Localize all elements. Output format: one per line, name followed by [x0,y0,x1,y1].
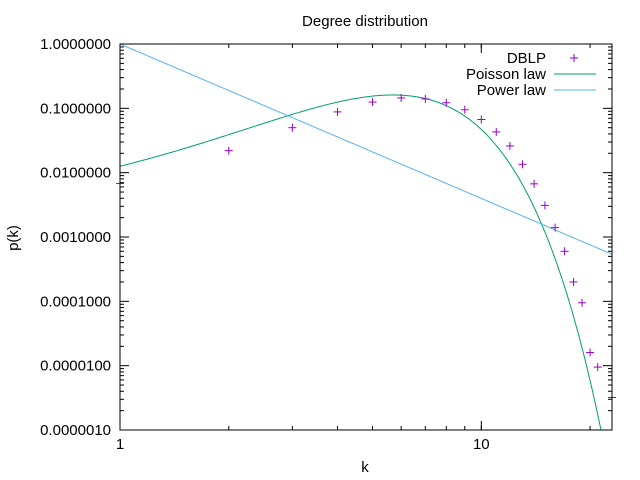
axis-tick-label-layer: 1.0000000 0.1000000 0.0100000 0.0010000 0.00… [40,36,490,453]
chart-title: Degree distribution [302,13,428,30]
curve-layer [120,44,612,430]
y-tick-label: 0.0001000 [40,293,111,310]
y-tick-label: 0.1000000 [40,100,111,117]
data-point [560,247,569,256]
data-point [421,94,430,103]
y-tick-label: 0.0010000 [40,229,111,246]
data-point-layer [116,93,616,402]
data-point [224,146,233,155]
legend-label: Poisson law [466,66,546,83]
data-point [586,348,595,357]
data-point [477,115,486,124]
x-axis-title: k [361,459,369,476]
data-point [368,98,377,107]
y-tick-label: 1.0000000 [40,36,111,53]
axis-tick-layer [119,43,612,431]
legend-label: Power law [477,82,546,99]
data-point [578,298,587,307]
data-point [518,160,527,169]
x-tick-label: 10 [473,436,490,453]
data-point [505,141,514,150]
plot-frame [119,43,613,431]
data-point [569,277,578,286]
series-line-poisson-law [120,94,602,430]
data-point [530,179,539,188]
y-tick-label: 0.0100000 [40,165,111,182]
y-axis-title: p(k) [5,225,22,251]
legend-label: DBLP [507,50,546,67]
x-tick-label: 1 [116,436,124,453]
data-point [333,107,342,116]
y-tick-label: 0.0000100 [40,358,111,375]
data-point [593,363,602,372]
data-point [460,105,469,114]
data-point [492,127,501,136]
series-line-power-law [120,44,612,255]
data-point [540,201,549,210]
data-point [551,223,560,232]
data-point [288,123,297,132]
data-point [442,98,451,107]
data-point [397,93,406,102]
y-tick-label: 0.0000010 [40,422,111,439]
